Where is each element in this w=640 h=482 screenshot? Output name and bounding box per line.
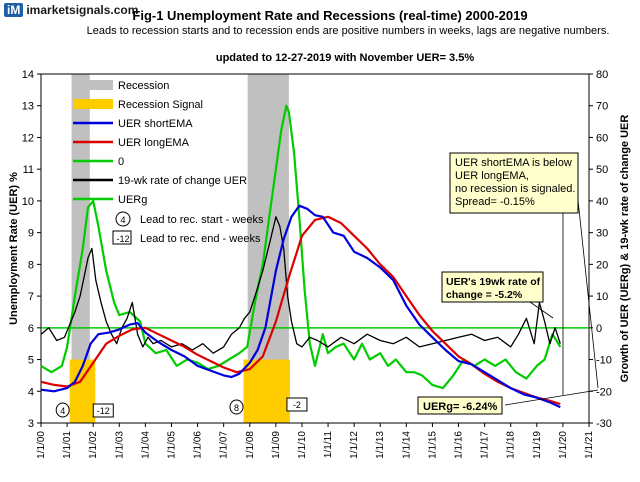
y-tick-label: 6 [28,323,34,335]
x-tick-label: 1/1/00 [36,431,47,459]
x-tick-label: 1/1/03 [114,431,125,459]
annotation-roc-line: change = -5.2% [446,289,523,301]
annotation-arrow [577,199,599,389]
plot-border [40,73,590,424]
x-tick-label: 1/1/05 [166,431,177,459]
y-tick-label: 4 [28,386,34,398]
y2-tick-label: 60 [596,132,608,144]
legend-label: Recession Signal [118,99,203,111]
x-tick-label: 1/1/11 [323,431,334,458]
y2-tick-label: 10 [596,291,608,303]
y-tick-label: 14 [22,69,34,81]
y-tick-label: 7 [28,291,34,303]
lag-marker [286,397,308,412]
marker-label: -12 [97,406,110,416]
annotation-arrow [504,389,599,406]
series-line [40,216,561,354]
marker-label: 8 [234,403,239,413]
legend-note-marker [112,230,132,245]
recession-signal-band [243,359,290,423]
legend-label: UER shortEMA [118,118,193,130]
x-tick-label: 1/1/13 [375,431,386,459]
annotation-box-main [449,152,579,214]
marker-label: -2 [293,400,301,410]
lag-marker [92,403,114,418]
y2-tick-label: 20 [596,259,608,271]
x-tick-label: 1/1/10 [297,431,308,459]
annotation-roc-line: UER's 19wk rate of [446,276,541,288]
annotation-box-uerg [417,396,503,415]
site-logo: iM imarketsignals.com [4,3,138,17]
y-tick-label: 9 [28,228,34,240]
y2-tick-label: -20 [596,386,612,398]
x-tick-label: 1/1/08 [245,431,256,459]
series-line [40,204,561,409]
chart-title: Fig-1 Unemployment Rate and Recessions (… [132,8,527,23]
y2-tick-label: -10 [596,355,612,367]
marker-label: 4 [60,406,65,416]
annotation-arrow [529,301,554,319]
legend-note-label: Lead to rec. start - weeks [140,214,264,226]
lead-marker [55,402,70,418]
legend-swatch [73,99,113,109]
x-tick-label: 1/1/12 [349,431,360,459]
y2-axis-label: Growth of UER (UERg) & 19-wk rate of cha… [619,115,631,383]
annotation-box-roc [441,271,544,303]
x-tick-label: 1/1/09 [271,431,282,459]
y2-tick-label: 80 [596,69,608,81]
x-tick-label: 1/1/17 [480,431,491,459]
y2-tick-label: -30 [596,418,612,430]
x-tick-label: 1/1/07 [219,431,230,459]
legend-note-tag: 4 [120,215,125,225]
legend-note-label: Lead to rec. end - weeks [140,233,261,245]
legend-label: UERg [118,194,147,206]
lead-marker [229,399,244,415]
x-tick-label: 1/1/21 [584,431,595,459]
legend-label: 19-wk rate of change UER [118,175,247,187]
y2-tick-label: 70 [596,101,608,113]
x-tick-label: 1/1/15 [427,431,438,459]
legend-label: 0 [118,156,124,168]
legend-label: Recession [118,80,169,92]
x-tick-label: 1/1/20 [558,431,569,459]
y-tick-label: 11 [23,164,34,176]
x-tick-label: 1/1/19 [532,431,543,459]
annotation-main-line: UER shortEMA is below [455,157,572,169]
y2-tick-label: 40 [596,196,608,208]
y-axis-label: Unemployment Rate (UER) % [8,172,20,325]
y-tick-label: 5 [28,355,34,367]
annotation-main-line: Spread= -0.15% [455,196,535,208]
y-tick-label: 12 [22,132,34,144]
x-tick-label: 1/1/04 [140,431,151,459]
legend-note-marker [115,211,131,227]
y2-tick-label: 30 [596,228,608,240]
chart-subtitle: Leads to recession starts and to recessi… [87,25,610,37]
x-tick-label: 1/1/01 [62,431,73,459]
y2-tick-label: 50 [596,164,608,176]
annotation-uerg-text: UERg= -6.24% [423,401,497,413]
recession-signal-band [69,359,96,423]
logo-site-name: imarketsignals.com [26,3,139,17]
annotation-main-line: no recession is signaled. [455,183,575,195]
legend-label: UER longEMA [118,137,190,149]
x-tick-label: 1/1/06 [193,431,204,459]
legend-swatch [73,80,113,90]
y-tick-label: 3 [28,418,34,430]
x-tick-label: 1/1/18 [506,431,517,459]
x-tick-label: 1/1/02 [88,431,99,459]
x-tick-label: 1/1/14 [401,431,412,459]
y-tick-label: 8 [28,259,34,271]
annotation-main-line: UER longEMA, [455,170,529,182]
logo-mark: iM [4,3,24,17]
x-tick-label: 1/1/16 [454,431,465,459]
y-tick-label: 10 [22,196,34,208]
y-tick-label: 13 [22,101,34,113]
y2-tick-label: 0 [596,323,602,335]
series-line [40,104,562,390]
legend-note-tag: -12 [116,234,129,244]
update-note: updated to 12-27-2019 with November UER=… [216,52,474,64]
